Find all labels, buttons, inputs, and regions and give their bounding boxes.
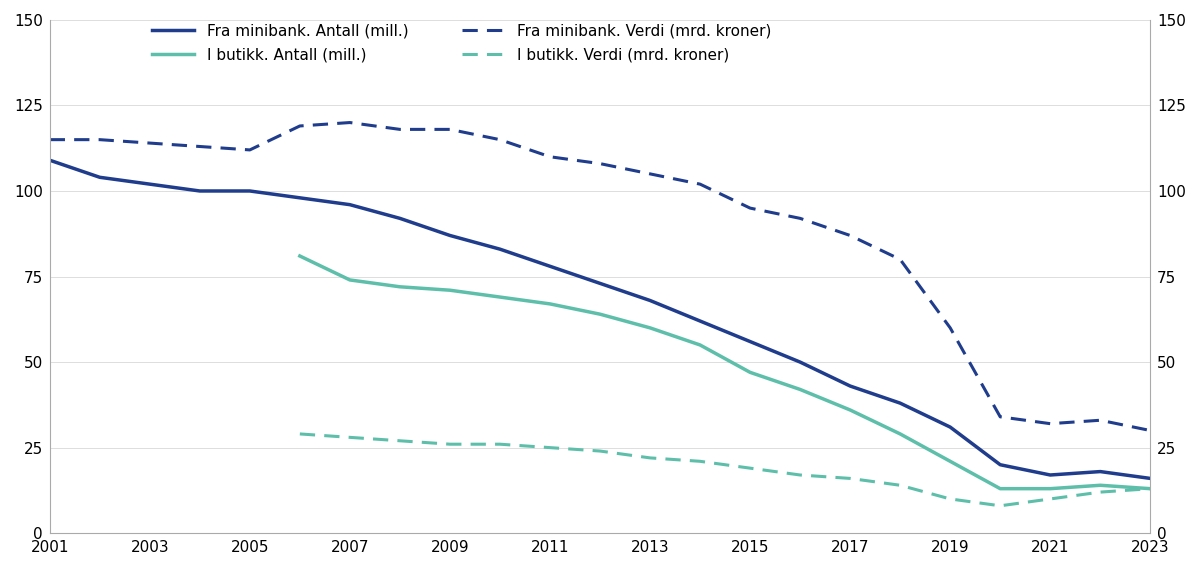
Legend: Fra minibank. Antall (mill.), I butikk. Antall (mill.), Fra minibank. Verdi (mrd: Fra minibank. Antall (mill.), I butikk. …	[145, 17, 778, 69]
